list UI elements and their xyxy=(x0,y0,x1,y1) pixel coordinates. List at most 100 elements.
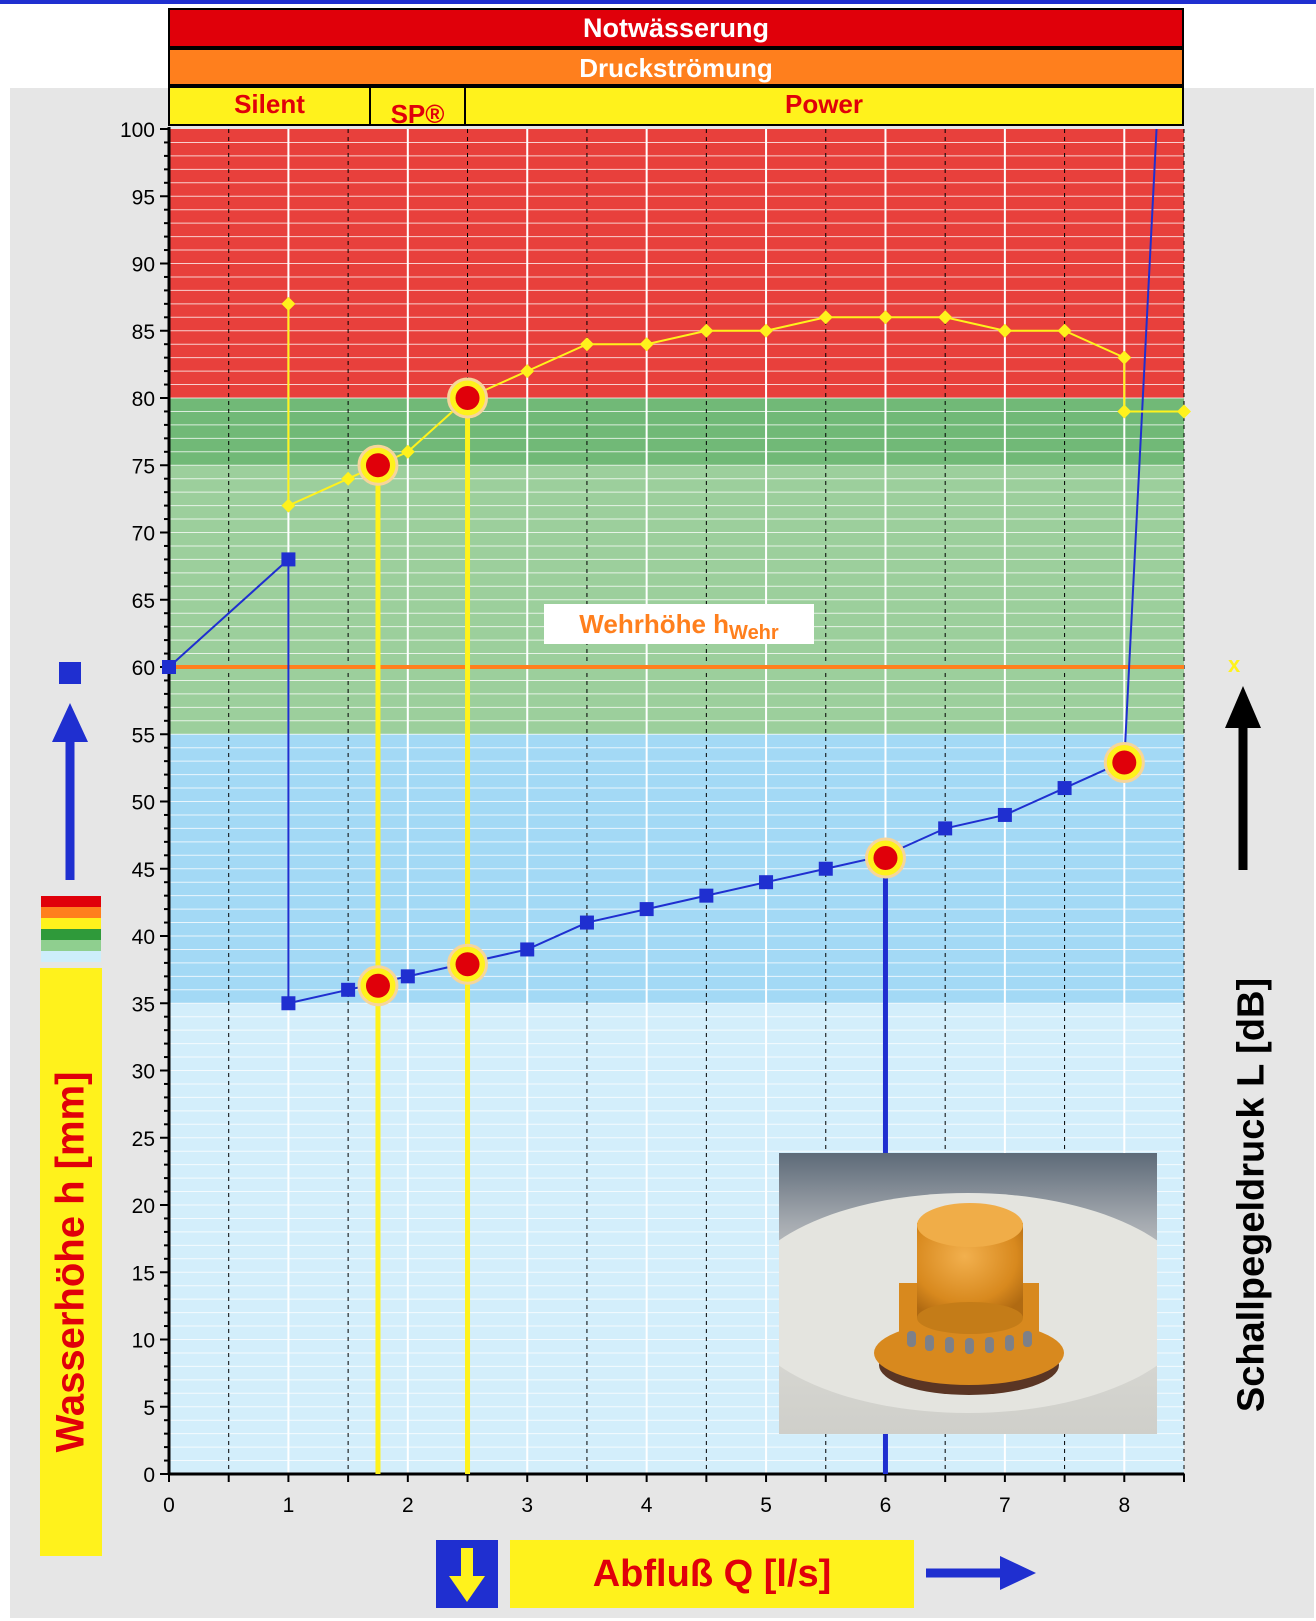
x-tick-label: 8 xyxy=(1118,1494,1130,1517)
swatch-orange xyxy=(41,907,101,918)
highlight-point xyxy=(1112,750,1137,775)
y-tick-label: 75 xyxy=(132,455,155,478)
wehr-label-sub: Wehr xyxy=(729,622,779,645)
y-tick-label: 5 xyxy=(143,1397,155,1420)
down-arrow-icon xyxy=(436,1540,498,1608)
y-tick-label: 50 xyxy=(132,792,155,815)
data-point-sound xyxy=(938,310,953,325)
y-tick-label: 40 xyxy=(132,926,155,949)
data-point-water xyxy=(818,861,833,876)
x-tick-label: 5 xyxy=(760,1494,772,1517)
bottom-right-arrow-head xyxy=(1000,1556,1036,1590)
x-axis-label: Abfluß Q [l/s] xyxy=(510,1540,914,1608)
x-tick-label: 6 xyxy=(880,1494,892,1517)
y-tick-label: 80 xyxy=(132,388,155,411)
zone-green-dark xyxy=(169,398,1184,466)
right-up-arrow-head xyxy=(1225,686,1261,728)
x-tick-label: 7 xyxy=(999,1494,1011,1517)
data-point-water xyxy=(997,807,1012,822)
left-up-arrow-head xyxy=(52,703,88,742)
band-power: Power xyxy=(464,86,1184,126)
highlight-point xyxy=(365,453,390,478)
y-tick-label: 25 xyxy=(132,1128,155,1151)
y-tick-label: 70 xyxy=(132,523,155,546)
swatch-light-green xyxy=(41,940,101,951)
data-point-sound xyxy=(759,323,774,338)
data-point-sound xyxy=(639,337,654,352)
swatch-red xyxy=(41,896,101,907)
band-druckstroemung: Druckströmung xyxy=(168,48,1184,86)
band-silent: Silent xyxy=(168,86,371,126)
y-tick-label: 10 xyxy=(132,1330,155,1353)
data-point-sound xyxy=(281,498,296,513)
y-tick-label: 35 xyxy=(132,993,155,1016)
data-point-sound xyxy=(818,310,833,325)
data-point-water xyxy=(1057,781,1072,796)
y-tick-label: 90 xyxy=(132,254,155,277)
x-tick-label: 3 xyxy=(521,1494,533,1517)
y-tick-label: 0 xyxy=(143,1464,155,1487)
top-rule xyxy=(0,0,1316,4)
data-point-sound xyxy=(579,337,594,352)
y-tick-label: 85 xyxy=(132,321,155,344)
data-point-sound xyxy=(520,364,535,379)
highlight-point xyxy=(455,952,480,977)
series-line-sound xyxy=(287,303,1184,508)
series-line-water xyxy=(168,128,1158,1005)
wehr-label: Wehrhöhe hWehr xyxy=(544,604,814,644)
data-point-water xyxy=(699,888,714,903)
x-tick-label: 0 xyxy=(163,1494,175,1517)
y-tick-label: 30 xyxy=(132,1061,155,1084)
band-notwasserung: Notwässerung xyxy=(168,8,1184,48)
zone-swatches xyxy=(41,896,101,962)
y-axis-label-right: Schallpegeldruck L [dB] xyxy=(1222,930,1282,1460)
blue-square-icon xyxy=(59,662,81,684)
highlight-point xyxy=(873,845,898,870)
swatch-yellow xyxy=(41,918,101,929)
data-point-sound xyxy=(878,310,893,325)
data-point-sound xyxy=(699,323,714,338)
product-photo xyxy=(779,1153,1157,1434)
y-tick-label: 45 xyxy=(132,859,155,882)
data-point-water xyxy=(281,996,296,1011)
x-tick-label: 4 xyxy=(641,1494,653,1517)
data-point-water xyxy=(579,915,594,930)
data-point-sound xyxy=(1057,323,1072,338)
data-point-sound xyxy=(1117,350,1132,365)
swatch-light-blue xyxy=(41,951,101,962)
highlight-point xyxy=(365,973,390,998)
y-tick-label: 60 xyxy=(132,657,155,680)
data-point-water xyxy=(162,660,176,674)
y-tick-label: 55 xyxy=(132,724,155,747)
data-point-sound xyxy=(400,444,415,459)
band-sp: SP® xyxy=(369,86,466,129)
data-point-sound xyxy=(997,323,1012,338)
y-axis-label-left: Wasserhöhe h [mm] xyxy=(40,968,102,1556)
y-tick-label: 15 xyxy=(132,1262,155,1285)
wehr-label-main: Wehrhöhe h xyxy=(579,609,730,639)
y-tick-label: 100 xyxy=(120,119,155,142)
y-axis-label-left-text: Wasserhöhe h [mm] xyxy=(48,1071,93,1453)
x-marker: x xyxy=(1228,652,1241,677)
data-point-water xyxy=(938,821,953,836)
x-tick-label: 1 xyxy=(283,1494,295,1517)
x-tick-label: 2 xyxy=(402,1494,414,1517)
data-point-sound xyxy=(1177,404,1191,419)
data-point-water xyxy=(759,875,774,890)
data-point-sound xyxy=(341,471,356,486)
highlight-point xyxy=(455,386,480,410)
data-point-water xyxy=(400,969,415,984)
data-point-water xyxy=(281,552,296,567)
y-tick-label: 95 xyxy=(132,186,155,209)
band-sp-label: SP® xyxy=(390,99,445,129)
data-point-water xyxy=(341,982,356,997)
y-tick-label: 20 xyxy=(132,1195,155,1218)
data-point-sound xyxy=(1117,404,1132,419)
y-axis-label-right-text: Schallpegeldruck L [dB] xyxy=(1230,977,1273,1413)
data-point-sound xyxy=(281,296,296,311)
swatch-green xyxy=(41,929,101,940)
y-tick-label: 65 xyxy=(132,590,155,613)
data-point-water xyxy=(639,902,654,917)
